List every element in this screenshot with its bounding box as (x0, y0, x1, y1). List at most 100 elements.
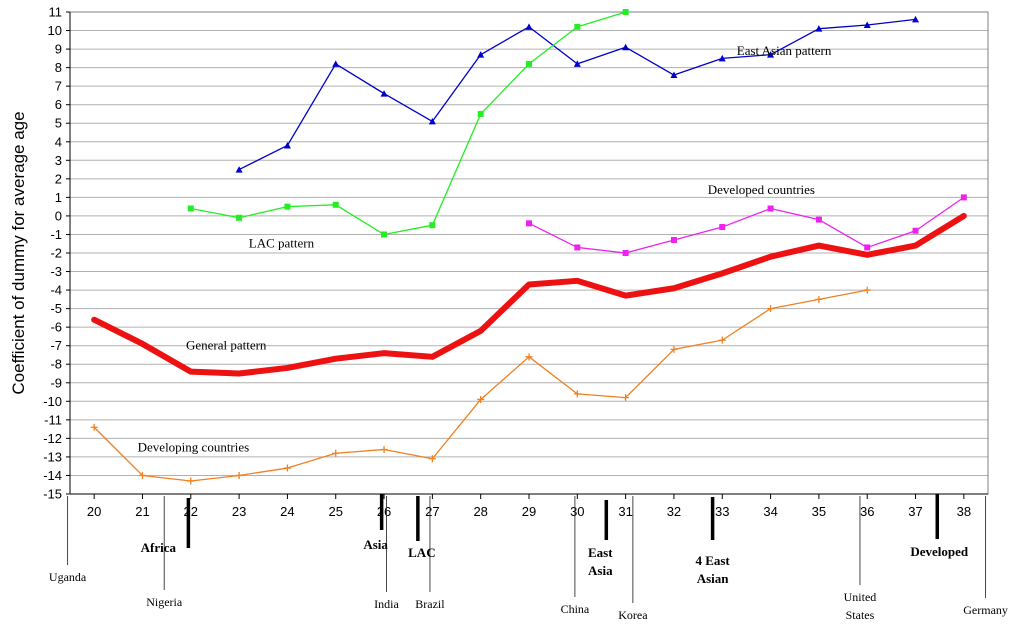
country-label: Uganda (49, 570, 87, 584)
y-tick-label: -8 (50, 357, 62, 372)
region-label: Asia (363, 537, 388, 552)
y-tick-label: 8 (55, 60, 62, 75)
series-annotation: East Asian pattern (737, 43, 832, 58)
east-asian-pattern-point (622, 43, 630, 51)
x-tick-label: 33 (715, 504, 729, 519)
y-tick-label: 11 (49, 5, 63, 20)
developing-countries-point (332, 449, 340, 457)
series-lines (90, 9, 967, 485)
x-tick-label: 26 (377, 504, 391, 519)
east-asian-pattern-point (428, 117, 436, 125)
y-tick-label: -7 (50, 338, 62, 353)
y-axis-label: Coefficient of dummy for average age (9, 111, 28, 394)
developing-countries-point (767, 305, 775, 313)
lac-pattern-point (332, 201, 339, 208)
developing-countries-point (815, 295, 823, 303)
gridlines (66, 11, 988, 495)
x-tick-labels: 20 21 22 23 24 25 26 27 28 29 30 31 32 33 34 35 36 37 38 (87, 494, 971, 519)
developed-countries-point (815, 216, 822, 223)
lac-pattern-point (622, 9, 629, 15)
lac-pattern-line (190, 11, 627, 236)
developing-countries-point (90, 423, 98, 431)
developing-countries-point (235, 471, 243, 479)
east-asian-pattern-point (670, 71, 678, 79)
y-tick-label: -11 (44, 412, 62, 427)
series-annotation: Developing countries (138, 440, 250, 455)
x-tick-label: 38 (957, 504, 971, 519)
developing-countries-point (863, 286, 871, 294)
east-asian-pattern-point (332, 60, 340, 67)
x-tick-label: 29 (522, 504, 536, 519)
y-tick-label: 0 (55, 208, 62, 223)
y-tick-label: 3 (55, 153, 62, 168)
developing-countries-point (380, 446, 388, 454)
y-tick-label: -14 (43, 468, 62, 483)
east-asian-pattern-point (235, 166, 243, 173)
x-tick-label: 35 (812, 504, 826, 519)
east-asian-pattern-point (477, 51, 485, 58)
y-tick-labels: -15-14-13-12-11-10-9-8-7-6-5-4-3-2-10123… (43, 5, 62, 502)
lac-pattern-point (477, 110, 484, 117)
developing-countries-point (622, 394, 630, 402)
developing-countries-point (525, 353, 533, 361)
east-asian-pattern-point (525, 23, 533, 30)
x-tick-label: 30 (570, 504, 584, 519)
east-asian-pattern-point (815, 25, 823, 32)
developing-countries-point (670, 345, 678, 353)
developing-countries-point (718, 336, 726, 344)
country-label: China (561, 602, 590, 616)
x-tick-label: 25 (329, 504, 343, 519)
x-tick-label: 37 (908, 504, 922, 519)
lac-pattern-point (284, 203, 291, 210)
y-tick-label: -3 (50, 264, 62, 279)
y-tick-label: 10 (48, 23, 62, 38)
x-tick-label: 22 (184, 504, 198, 519)
country-label: Korea (618, 608, 648, 622)
lac-pattern-point (236, 214, 243, 221)
region-label: LAC (408, 545, 435, 560)
series-annotation: General pattern (186, 338, 267, 353)
x-tick-label: 24 (280, 504, 294, 519)
x-tick-label: 28 (473, 504, 487, 519)
x-tick-label: 32 (667, 504, 681, 519)
y-tick-label: -2 (50, 246, 62, 261)
x-tick-label: 20 (87, 504, 101, 519)
developed-countries-point (960, 194, 967, 201)
country-label: United States (844, 590, 877, 622)
developed-countries-point (622, 250, 629, 256)
y-tick-label: 6 (55, 97, 62, 112)
general-pattern-line (91, 212, 967, 377)
developed-countries-line (528, 196, 965, 254)
developing-countries-point (187, 477, 195, 485)
developed-countries-point (670, 237, 677, 244)
y-tick-label: 1 (55, 190, 62, 205)
region-markers: Africa Asia LAC East Asia 4 East Asian Develope… (141, 494, 969, 586)
east-asian-pattern-point (573, 60, 581, 67)
developed-countries-point (912, 227, 919, 234)
lac-pattern-point (429, 222, 436, 229)
developing-countries-point (573, 390, 581, 398)
lac-pattern-point (381, 231, 388, 238)
x-tick-label: 21 (135, 504, 149, 519)
y-tick-label: -4 (50, 283, 62, 298)
east-asian-pattern-point (767, 51, 775, 58)
x-tick-label: 31 (618, 504, 632, 519)
developing-countries-point (138, 471, 146, 479)
east-asian-pattern-point (718, 54, 726, 62)
developed-countries-point (767, 205, 774, 212)
lac-pattern-point (187, 205, 194, 212)
country-label: Nigeria (146, 595, 183, 609)
y-tick-label: -6 (50, 320, 62, 335)
country-label: Germany (963, 603, 1008, 617)
region-label: Developed (910, 544, 969, 559)
x-tick-label: 27 (425, 504, 439, 519)
developed-countries-point (526, 220, 532, 227)
y-tick-label: -5 (50, 301, 62, 316)
lac-pattern-point (526, 60, 532, 67)
x-tick-label: 36 (860, 504, 874, 519)
y-tick-label: -10 (43, 394, 62, 409)
region-label: 4 East Asian (695, 553, 730, 586)
east-asian-pattern-point (380, 90, 388, 97)
y-tick-label: -12 (43, 431, 62, 446)
